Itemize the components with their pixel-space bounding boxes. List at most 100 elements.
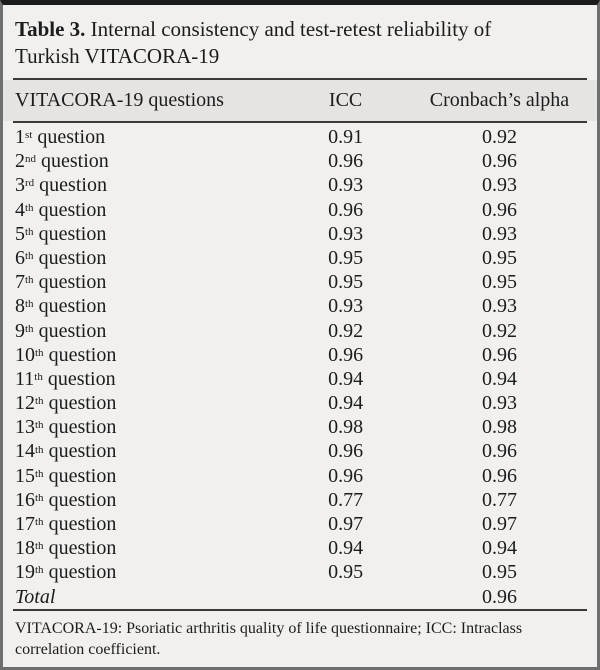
question-word: question [43,537,117,560]
alpha-value: 0.94 [481,537,517,560]
header-cronbachs-alpha: Cronbach’s alpha [429,89,570,111]
question-ordinal: 19 [15,561,35,584]
ordinal-suffix: th [35,419,44,432]
table-row: 5th question 0.93 0.93 [3,222,597,246]
question-label: 18th question [15,536,277,563]
table-row: 17th question 0.97 0.97 [3,512,597,536]
alpha-value: 0.92 [481,319,517,342]
table-row: 4th question 0.96 0.96 [3,198,597,222]
question-ordinal: 11 [15,367,35,390]
icc-value: 0.91 [328,126,364,148]
alpha-value: 0.98 [481,416,517,439]
table-row: 18th question 0.94 0.94 [3,536,597,560]
ordinal-suffix: th [35,564,44,577]
icc-value: 0.95 [328,271,364,294]
ordinal-suffix: th [25,274,34,287]
table-row: 11th question 0.94 0.94 [3,367,597,391]
ordinal-suffix: th [35,346,44,359]
question-ordinal: 15 [15,464,35,487]
table-row: 14th question 0.96 0.96 [3,439,597,463]
question-word: question [33,222,107,245]
icc-value: 0.98 [328,416,364,439]
icc-value: 0.92 [328,319,364,342]
question-label: 17th question [15,512,277,539]
ordinal-suffix: th [25,298,34,311]
icc-value: 0.95 [328,246,364,269]
header-icc: ICC [328,89,363,111]
question-word: question [33,319,107,342]
table-row: 10th question 0.96 0.96 [3,343,597,367]
alpha-value: 0.95 [481,246,517,269]
alpha-value: 0.95 [481,271,517,294]
question-ordinal: 4 [15,198,25,221]
table-row: 8th question 0.93 0.93 [3,294,597,318]
table-row: Total 0.96 [3,585,597,609]
icc-value [277,585,414,612]
question-label: 16th question [15,488,277,515]
table-row: 15th question 0.96 0.96 [3,464,597,488]
question-ordinal: 12 [15,392,35,415]
icc-value: 0.93 [328,174,364,197]
question-label: 15th question [15,464,277,491]
alpha-value: 0.93 [481,222,517,245]
rule-above-header [13,78,587,80]
question-ordinal: 16 [15,488,35,511]
question-ordinal: 3 [15,174,25,197]
question-label: 8th question [15,294,277,321]
icc-value: 0.97 [328,513,364,535]
question-ordinal: 17 [15,513,35,535]
table-row: 16th question 0.77 0.77 [3,488,597,512]
ordinal-suffix: rd [25,177,35,190]
icc-value: 0.77 [328,488,364,511]
table-row: 19th question 0.95 0.95 [3,560,597,584]
icc-value: 0.96 [328,440,364,463]
question-label: 9th question [15,319,277,346]
icc-value: 0.96 [328,198,364,221]
alpha-value: 0.96 [481,198,517,221]
question-label: 7th question [15,270,277,297]
question-ordinal: 2 [15,150,25,173]
question-word: question [36,150,109,173]
table-number: Table 3. [15,17,86,41]
alpha-value: 0.95 [481,561,517,584]
icc-value: 0.96 [328,150,364,173]
icc-value: 0.94 [328,367,364,390]
question-word: question [43,392,117,415]
question-word: question [34,174,107,197]
table-caption-line1: Internal consistency and test-retest rel… [85,17,492,41]
question-ordinal: 7 [15,271,25,294]
table-row: 9th question 0.92 0.92 [3,319,597,343]
question-word: question [43,464,117,487]
alpha-value: 0.96 [481,343,517,366]
question-word: question [33,246,107,269]
question-ordinal: 5 [15,222,25,245]
table-row: 7th question 0.95 0.95 [3,270,597,294]
header-questions: VITACORA-19 questions [15,89,224,111]
question-word: question [43,440,117,463]
icc-value: 0.96 [328,343,364,366]
question-label: Total [15,585,277,612]
question-ordinal: Total [15,585,56,608]
alpha-value: 0.97 [481,513,517,535]
rule-above-footnote [13,608,587,611]
question-label: 2nd question [15,149,277,176]
ordinal-suffix: th [25,250,34,262]
ordinal-suffix: th [34,370,43,383]
question-word: question [43,488,117,511]
table-title: Table 3. Internal consistency and test-r… [3,5,597,78]
question-label: 4th question [15,198,277,225]
alpha-value: 0.94 [481,367,517,390]
ordinal-suffix: th [35,540,44,553]
question-ordinal: 1 [15,126,25,148]
question-ordinal: 18 [15,537,35,560]
ordinal-suffix: th [25,225,34,238]
alpha-value: 0.93 [481,174,517,197]
ordinal-suffix: th [35,491,44,504]
table-row: 13th question 0.98 0.98 [3,415,597,439]
table-row: 6th question 0.95 0.95 [3,246,597,270]
icc-value: 0.93 [328,295,364,318]
alpha-value: 0.77 [481,488,517,511]
ordinal-suffix: nd [25,153,36,166]
question-ordinal: 10 [15,343,35,366]
